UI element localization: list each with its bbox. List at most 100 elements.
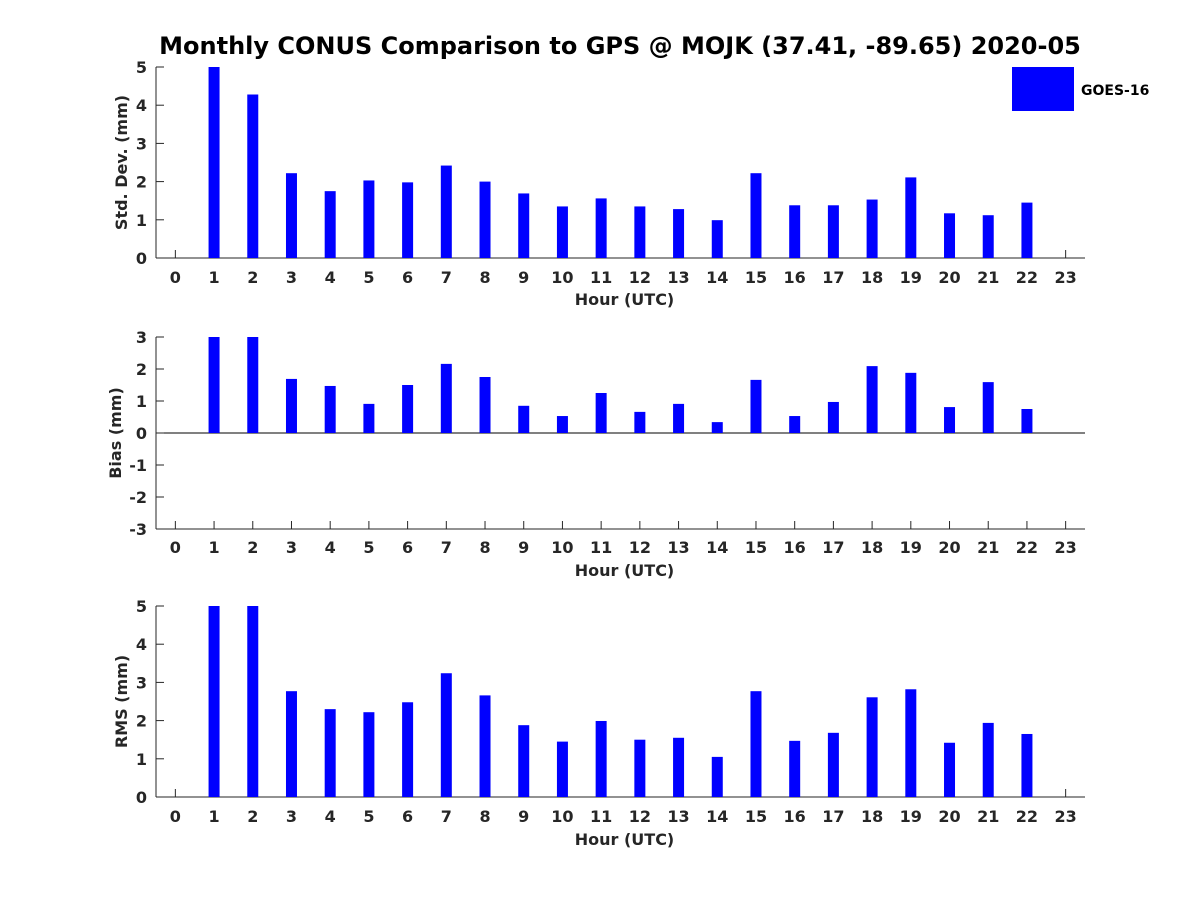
legend-label-goes16: GOES-16: [1081, 83, 1149, 99]
bar: [827, 205, 839, 258]
x-tick-label: 22: [1016, 807, 1038, 826]
bar: [789, 740, 801, 797]
x-axis-label: Hour (UTC): [575, 290, 675, 309]
bar: [595, 720, 607, 797]
bar: [1021, 733, 1033, 797]
y-tick-label: 1: [136, 750, 147, 769]
bar: [750, 379, 762, 433]
x-tick-label: 20: [938, 807, 960, 826]
bar: [982, 722, 994, 797]
x-tick-label: 1: [208, 268, 219, 287]
x-tick-label: 22: [1016, 538, 1038, 557]
bar: [247, 337, 259, 433]
x-tick-label: 12: [629, 538, 651, 557]
bar: [595, 198, 607, 258]
x-tick-label: 13: [667, 268, 689, 287]
bar: [440, 673, 452, 797]
bar: [866, 366, 878, 433]
y-tick-label: 0: [136, 788, 147, 807]
y-tick-label: -2: [129, 488, 147, 507]
x-tick-label: 17: [822, 807, 844, 826]
x-tick-label: 19: [900, 268, 922, 287]
x-tick-label: 8: [479, 268, 490, 287]
x-tick-label: 12: [629, 268, 651, 287]
x-tick-label: 11: [590, 538, 612, 557]
x-tick-label: 10: [551, 538, 573, 557]
x-tick-label: 14: [706, 268, 728, 287]
bar: [905, 372, 917, 433]
y-tick-label: 0: [136, 249, 147, 268]
bar: [247, 606, 259, 797]
x-tick-label: 2: [247, 807, 258, 826]
x-tick-label: 19: [900, 807, 922, 826]
x-tick-label: 21: [977, 268, 999, 287]
y-tick-label: 0: [136, 424, 147, 443]
x-tick-label: 16: [784, 807, 806, 826]
bar: [208, 337, 220, 433]
x-tick-label: 8: [479, 807, 490, 826]
bar: [402, 385, 414, 433]
x-tick-label: 13: [667, 807, 689, 826]
x-tick-label: 23: [1055, 268, 1077, 287]
x-tick-label: 9: [518, 538, 529, 557]
y-tick-label: 4: [136, 96, 147, 115]
bar: [827, 732, 839, 797]
x-axis-label: Hour (UTC): [575, 561, 675, 580]
bar: [1021, 202, 1033, 258]
y-tick-label: 3: [136, 328, 147, 347]
y-tick-label: 2: [136, 712, 147, 731]
bar: [711, 756, 723, 797]
bar: [750, 173, 762, 258]
bar: [634, 206, 646, 258]
bar: [518, 193, 530, 258]
bar: [208, 606, 220, 797]
bar: [556, 206, 568, 258]
bar: [982, 382, 994, 433]
x-tick-label: 10: [551, 268, 573, 287]
bar: [479, 695, 491, 797]
bar: [479, 377, 491, 433]
bar: [789, 416, 801, 433]
bar: [634, 739, 646, 797]
x-tick-label: 14: [706, 538, 728, 557]
x-tick-label: 17: [822, 268, 844, 287]
x-tick-label: 6: [402, 268, 413, 287]
x-tick-label: 2: [247, 538, 258, 557]
bar: [324, 385, 336, 433]
x-tick-label: 4: [325, 807, 336, 826]
x-tick-label: 22: [1016, 268, 1038, 287]
bar: [634, 411, 646, 433]
x-tick-label: 6: [402, 807, 413, 826]
x-tick-label: 7: [441, 807, 452, 826]
y-tick-label: 5: [136, 597, 147, 616]
x-tick-label: 5: [363, 538, 374, 557]
x-tick-label: 7: [441, 538, 452, 557]
y-tick-label: 2: [136, 360, 147, 379]
x-tick-label: 2: [247, 268, 258, 287]
x-tick-label: 4: [325, 268, 336, 287]
bar: [944, 742, 956, 797]
x-tick-label: 0: [170, 538, 181, 557]
bar: [556, 741, 568, 797]
bar: [673, 737, 685, 797]
bar: [750, 691, 762, 797]
legend: GOES-16: [1012, 67, 1149, 111]
x-tick-label: 23: [1055, 807, 1077, 826]
y-tick-label: 4: [136, 635, 147, 654]
x-tick-label: 9: [518, 807, 529, 826]
x-tick-label: 1: [208, 538, 219, 557]
bar: [789, 205, 801, 258]
bar: [518, 405, 530, 433]
bar: [711, 422, 723, 433]
y-tick-label: -1: [129, 456, 147, 475]
bar: [363, 180, 375, 258]
y-axis-label: Std. Dev. (mm): [112, 95, 131, 230]
y-tick-label: 3: [136, 134, 147, 153]
x-tick-label: 5: [363, 268, 374, 287]
y-tick-label: 2: [136, 173, 147, 192]
bar: [208, 67, 220, 258]
x-tick-label: 13: [667, 538, 689, 557]
y-axis-label: RMS (mm): [112, 655, 131, 748]
